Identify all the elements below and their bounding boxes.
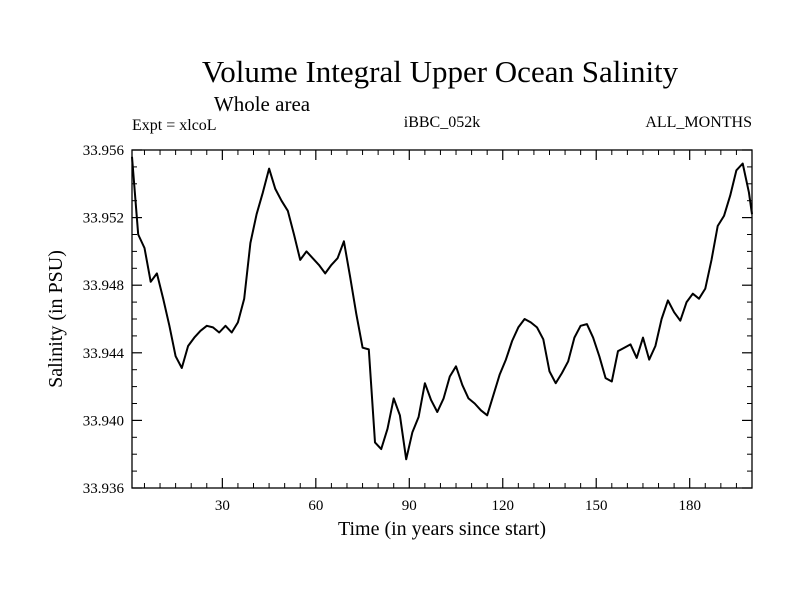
x-tick-label: 30 — [215, 498, 230, 514]
y-axis-label: Salinity (in PSU) — [45, 250, 67, 388]
center-label: iBBC_052k — [404, 114, 480, 131]
x-tick-label: 180 — [678, 498, 701, 514]
y-tick-label: 33.944 — [83, 346, 125, 362]
x-axis: 30 60 90 120 150 180 — [143, 150, 753, 514]
chart-title: Volume Integral Upper Ocean Salinity — [202, 54, 679, 89]
salinity-series-line — [131, 156, 753, 461]
y-tick-label: 33.952 — [83, 211, 124, 227]
x-tick-label: 150 — [585, 498, 608, 514]
x-tick-label: 90 — [402, 498, 417, 514]
y-tick-label: 33.956 — [83, 143, 125, 159]
x-tick-label: 60 — [308, 498, 323, 514]
chart-subtitle: Whole area — [214, 92, 311, 116]
right-label: ALL_MONTHS — [645, 114, 752, 131]
plot-frame — [131, 149, 753, 489]
y-tick-label: 33.948 — [83, 278, 124, 294]
y-axis: 33.936 33.940 33.944 33.948 33.952 33.956 — [83, 143, 752, 497]
x-tick-label: 120 — [492, 498, 515, 514]
left-label: Expt = xlcoL — [132, 117, 217, 134]
y-tick-label: 33.936 — [83, 481, 125, 497]
y-tick-label: 33.940 — [83, 413, 124, 429]
x-axis-label: Time (in years since start) — [338, 518, 546, 540]
